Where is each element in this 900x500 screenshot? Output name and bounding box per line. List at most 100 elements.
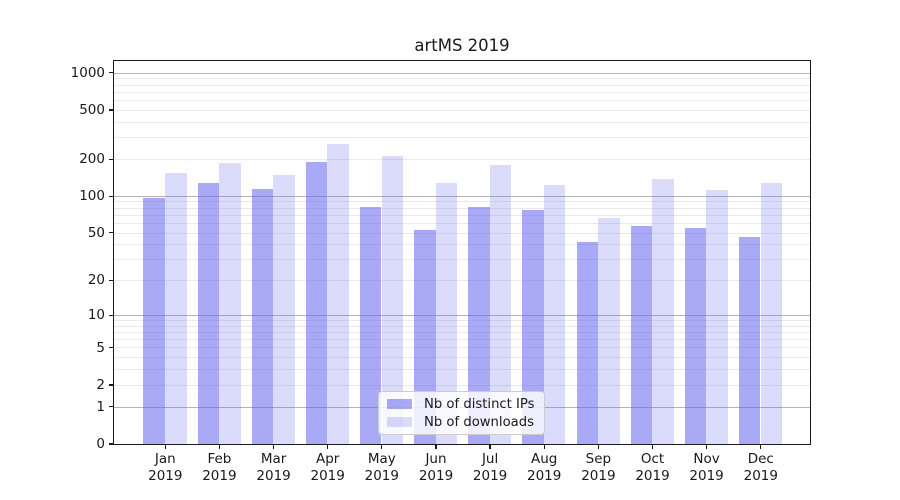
bar-downloads-apr bbox=[327, 143, 349, 444]
xtick-label-feb: Feb 2019 bbox=[202, 451, 237, 484]
ytick-mark-20 bbox=[109, 279, 113, 282]
bar-distinct-ips-jan bbox=[143, 198, 165, 444]
ytick-label-5: 5 bbox=[96, 339, 105, 356]
bar-distinct-ips-aug bbox=[522, 209, 544, 444]
gridline-3 bbox=[114, 369, 810, 371]
ytick-label-50: 50 bbox=[87, 224, 105, 241]
bar-distinct-ips-feb bbox=[197, 182, 220, 444]
legend-swatch-distinct-ips-icon bbox=[387, 398, 412, 410]
gridline-7 bbox=[114, 332, 810, 333]
bar-downloads-oct bbox=[652, 179, 674, 444]
ytick-mark-50 bbox=[109, 232, 113, 234]
gridline-400 bbox=[114, 121, 810, 123]
ytick-label-20: 20 bbox=[87, 272, 105, 289]
gridline-90 bbox=[114, 201, 810, 203]
ytick-mark-2 bbox=[109, 384, 113, 386]
xtick-mark-sep bbox=[597, 445, 599, 449]
ytick-label-1: 1 bbox=[96, 398, 105, 415]
ytick-mark-200 bbox=[109, 158, 113, 160]
xtick-mark-feb bbox=[218, 445, 221, 449]
legend: Nb of distinct IPs Nb of downloads bbox=[378, 391, 545, 435]
bar-distinct-ips-may bbox=[359, 207, 382, 444]
xtick-label-jun: Jun 2019 bbox=[418, 451, 454, 484]
xtick-label-mar: Mar 2019 bbox=[256, 451, 291, 484]
gridline-800 bbox=[114, 84, 810, 86]
xtick-mark-aug bbox=[543, 445, 545, 449]
bar-distinct-ips-nov bbox=[684, 227, 707, 444]
bar-downloads-dec bbox=[760, 183, 783, 444]
ytick-mark-100 bbox=[109, 195, 113, 197]
bar-downloads-jul bbox=[489, 165, 512, 444]
ytick-label-1000: 1000 bbox=[70, 64, 105, 81]
xtick-mark-dec bbox=[760, 445, 762, 449]
bar-downloads-mar bbox=[273, 174, 295, 444]
legend-item-distinct-ips: Nb of distinct IPs bbox=[387, 397, 544, 412]
ytick-label-500: 500 bbox=[79, 102, 105, 118]
gridline-8 bbox=[114, 325, 810, 327]
xtick-mark-jul bbox=[489, 445, 491, 449]
bar-distinct-ips-apr bbox=[305, 161, 328, 444]
ytick-label-0: 0 bbox=[96, 436, 105, 452]
xtick-label-dec: Dec 2019 bbox=[743, 451, 778, 484]
xtick-mark-apr bbox=[327, 445, 329, 449]
xtick-label-oct: Oct 2019 bbox=[635, 451, 670, 484]
bar-distinct-ips-sep bbox=[576, 241, 599, 444]
gridline-9 bbox=[114, 320, 810, 321]
xtick-label-nov: Nov 2019 bbox=[689, 451, 724, 484]
xtick-label-apr: Apr 2019 bbox=[310, 451, 345, 484]
ytick-mark-10 bbox=[109, 314, 113, 316]
gridline-300 bbox=[114, 137, 810, 139]
xtick-label-may: May 2019 bbox=[364, 451, 399, 484]
gridline-900 bbox=[114, 78, 810, 80]
bar-distinct-ips-jul bbox=[468, 207, 490, 444]
legend-label-distinct-ips: Nb of distinct IPs bbox=[424, 396, 535, 412]
gridline-700 bbox=[114, 91, 810, 93]
bars-layer bbox=[114, 61, 810, 444]
ytick-label-2: 2 bbox=[96, 377, 105, 393]
bar-downloads-sep bbox=[598, 218, 620, 444]
chart-title: artMS 2019 bbox=[414, 36, 510, 55]
legend-item-downloads: Nb of downloads bbox=[387, 415, 544, 430]
legend-swatch-downloads-icon bbox=[387, 416, 412, 428]
gridline-30 bbox=[114, 259, 810, 261]
bar-downloads-jan bbox=[165, 172, 187, 444]
ytick-label-10: 10 bbox=[87, 307, 105, 324]
gridline-5 bbox=[114, 347, 810, 349]
bar-distinct-ips-mar bbox=[251, 188, 274, 444]
gridline-100 bbox=[114, 195, 810, 197]
bar-downloads-feb bbox=[219, 163, 241, 444]
gridline-500 bbox=[114, 109, 810, 111]
gridline-2 bbox=[114, 384, 810, 386]
ytick-mark-1000 bbox=[109, 72, 113, 74]
gridline-60 bbox=[114, 222, 810, 224]
gridline-80 bbox=[114, 207, 810, 209]
xtick-label-jan: Jan 2019 bbox=[148, 451, 183, 484]
gridline-20 bbox=[114, 280, 810, 282]
xtick-label-sep: Sep 2019 bbox=[581, 451, 616, 484]
bar-downloads-nov bbox=[706, 190, 728, 444]
gridline-1000 bbox=[114, 72, 810, 74]
xtick-label-jul: Jul 2019 bbox=[472, 451, 508, 484]
bar-downloads-may bbox=[381, 155, 404, 444]
xtick-mark-jun bbox=[435, 445, 437, 449]
ytick-mark-1 bbox=[109, 406, 113, 408]
legend-label-downloads: Nb of downloads bbox=[424, 414, 534, 430]
ytick-label-100: 100 bbox=[79, 188, 105, 205]
ytick-mark-0 bbox=[109, 443, 113, 445]
ytick-mark-500 bbox=[109, 109, 113, 111]
gridline-50 bbox=[114, 232, 810, 234]
xtick-mark-mar bbox=[272, 445, 275, 449]
gridline-40 bbox=[114, 244, 810, 246]
bar-distinct-ips-dec bbox=[738, 237, 761, 444]
gridline-10 bbox=[114, 314, 810, 316]
xtick-mark-oct bbox=[651, 445, 654, 449]
gridline-70 bbox=[114, 214, 810, 216]
xtick-mark-may bbox=[381, 445, 383, 449]
ytick-label-200: 200 bbox=[79, 151, 105, 168]
xtick-mark-nov bbox=[706, 445, 708, 449]
plot-area bbox=[113, 60, 811, 445]
bar-downloads-aug bbox=[543, 185, 566, 444]
xtick-label-aug: Aug 2019 bbox=[527, 451, 562, 484]
bar-downloads-jun bbox=[435, 183, 458, 444]
